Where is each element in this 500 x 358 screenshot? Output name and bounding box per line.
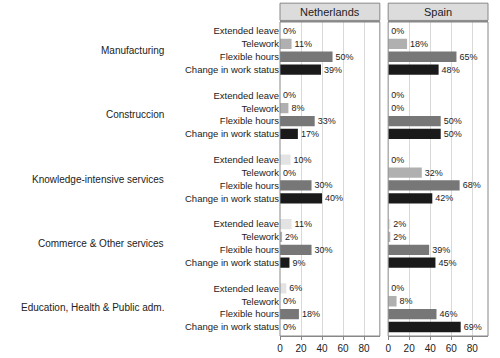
- svg-text:17%: 17%: [301, 129, 319, 139]
- svg-text:48%: 48%: [442, 65, 460, 75]
- svg-text:69%: 69%: [464, 322, 482, 332]
- svg-text:80: 80: [467, 343, 479, 354]
- svg-text:2%: 2%: [393, 232, 406, 242]
- svg-text:Knowledge-intensive services: Knowledge-intensive services: [32, 174, 164, 185]
- svg-text:Flexible hours: Flexible hours: [220, 244, 279, 255]
- svg-text:50%: 50%: [336, 52, 354, 62]
- svg-text:8%: 8%: [400, 296, 413, 306]
- svg-text:Telework: Telework: [242, 103, 280, 114]
- svg-text:46%: 46%: [440, 309, 458, 319]
- svg-text:Extended leave: Extended leave: [214, 154, 280, 165]
- svg-text:0%: 0%: [391, 90, 404, 100]
- svg-text:0: 0: [277, 343, 283, 354]
- svg-text:Extended leave: Extended leave: [214, 283, 280, 294]
- svg-text:Flexible hours: Flexible hours: [220, 115, 279, 126]
- svg-text:11%: 11%: [295, 39, 312, 49]
- svg-text:Extended leave: Extended leave: [214, 25, 280, 36]
- svg-text:0: 0: [385, 343, 391, 354]
- svg-text:0%: 0%: [283, 168, 296, 178]
- svg-text:Telework: Telework: [242, 167, 280, 178]
- svg-text:Telework: Telework: [242, 38, 280, 49]
- svg-text:18%: 18%: [410, 39, 428, 49]
- svg-text:60: 60: [337, 343, 349, 354]
- svg-text:0%: 0%: [391, 283, 404, 293]
- svg-text:Telework: Telework: [242, 231, 280, 242]
- svg-text:40: 40: [425, 343, 437, 354]
- svg-text:42%: 42%: [435, 193, 453, 203]
- svg-text:2%: 2%: [285, 232, 298, 242]
- svg-text:50%: 50%: [444, 129, 462, 139]
- svg-text:0%: 0%: [391, 26, 404, 36]
- svg-text:0%: 0%: [391, 103, 404, 113]
- svg-text:2%: 2%: [393, 219, 406, 229]
- svg-text:0%: 0%: [283, 296, 296, 306]
- svg-text:Construccion: Construccion: [106, 109, 164, 120]
- svg-text:0%: 0%: [283, 322, 296, 332]
- svg-text:20: 20: [404, 343, 416, 354]
- svg-text:9%: 9%: [292, 258, 305, 268]
- svg-text:32%: 32%: [425, 168, 443, 178]
- svg-text:0%: 0%: [283, 26, 296, 36]
- svg-text:Change in work status: Change in work status: [185, 64, 279, 75]
- svg-text:68%: 68%: [463, 180, 481, 190]
- svg-text:Change in work status: Change in work status: [185, 128, 279, 139]
- svg-text:60: 60: [446, 343, 458, 354]
- svg-text:10%: 10%: [294, 155, 312, 165]
- svg-text:Flexible hours: Flexible hours: [220, 51, 279, 62]
- svg-text:40: 40: [316, 343, 328, 354]
- svg-text:11%: 11%: [295, 219, 312, 229]
- svg-text:39%: 39%: [432, 245, 450, 255]
- svg-text:Change in work status: Change in work status: [185, 257, 279, 268]
- svg-text:6%: 6%: [289, 283, 302, 293]
- svg-text:80: 80: [359, 343, 371, 354]
- svg-text:20: 20: [295, 343, 307, 354]
- svg-text:Commerce & Other services: Commerce & Other services: [38, 238, 164, 249]
- svg-text:Extended leave: Extended leave: [214, 90, 280, 101]
- svg-text:18%: 18%: [302, 309, 320, 319]
- svg-text:45%: 45%: [438, 258, 456, 268]
- svg-text:30%: 30%: [315, 180, 333, 190]
- svg-text:Flexible hours: Flexible hours: [220, 308, 279, 319]
- svg-text:40%: 40%: [325, 193, 343, 203]
- svg-text:0%: 0%: [283, 90, 296, 100]
- svg-text:Telework: Telework: [242, 296, 280, 307]
- svg-text:Flexible hours: Flexible hours: [220, 180, 279, 191]
- svg-text:50%: 50%: [444, 116, 462, 126]
- svg-text:33%: 33%: [318, 116, 336, 126]
- svg-text:Extended leave: Extended leave: [214, 218, 280, 229]
- svg-text:8%: 8%: [291, 103, 304, 113]
- svg-text:Netherlands: Netherlands: [300, 6, 360, 18]
- svg-text:0%: 0%: [391, 155, 404, 165]
- svg-text:30%: 30%: [315, 245, 333, 255]
- svg-text:39%: 39%: [324, 65, 342, 75]
- svg-text:Spain: Spain: [424, 6, 452, 18]
- svg-text:65%: 65%: [459, 52, 477, 62]
- svg-text:Manufacturing: Manufacturing: [101, 45, 164, 56]
- svg-text:Change in work status: Change in work status: [185, 321, 279, 332]
- svg-text:Change in work status: Change in work status: [185, 193, 279, 204]
- svg-text:Education, Health & Public adm: Education, Health & Public adm.: [21, 302, 164, 313]
